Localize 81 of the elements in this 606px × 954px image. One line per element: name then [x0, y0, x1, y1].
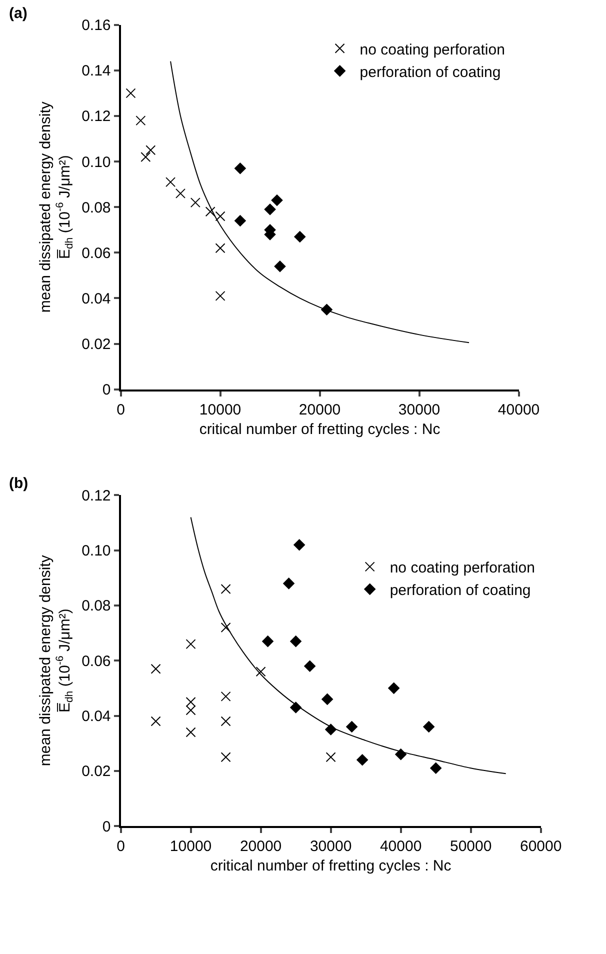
x-tick-label: 10000	[170, 838, 212, 855]
x-tick-label: 0	[116, 838, 125, 855]
point	[264, 204, 276, 216]
point	[321, 304, 332, 316]
point	[220, 691, 231, 702]
y-tick-label: 0.04	[82, 708, 111, 725]
y-tick-label: 0.04	[82, 290, 111, 308]
y-tick-label: 0.08	[82, 199, 111, 216]
y-tick-label: 0.14	[82, 62, 111, 80]
point	[234, 215, 246, 226]
legend-label: no coating perforation	[360, 41, 505, 58]
point	[395, 748, 407, 760]
point	[205, 206, 216, 217]
point	[271, 194, 283, 206]
y-tick-label: 0.12	[82, 108, 111, 126]
point	[256, 666, 266, 677]
x-tick-label: 40000	[380, 838, 422, 855]
point	[304, 660, 316, 672]
y-tick-label: 0.06	[82, 244, 111, 262]
y-tick-label: 0.02	[82, 336, 111, 354]
text: (b)	[9, 475, 28, 492]
point	[175, 188, 186, 198]
point	[146, 145, 156, 156]
y-tick-label: 0.02	[82, 763, 111, 780]
x-tick-label: 50000	[450, 838, 492, 855]
point	[220, 716, 231, 726]
point	[136, 116, 146, 126]
point	[215, 211, 226, 222]
y-tick-label: 0	[102, 382, 111, 399]
point	[423, 721, 435, 732]
point	[215, 243, 226, 254]
x-tick-label: 20000	[240, 838, 282, 855]
y-tick-label: 0.12	[82, 487, 111, 504]
x-tick-label: 60000	[520, 838, 562, 855]
point	[150, 716, 161, 726]
x-tick-label: 30000	[310, 838, 352, 855]
point	[274, 260, 286, 272]
point	[220, 584, 231, 594]
x-tick-label: 40000	[498, 401, 540, 418]
point	[326, 752, 336, 762]
x-axis-title: critical number of fretting cycles : Nc	[199, 420, 441, 438]
point	[140, 152, 151, 162]
point	[186, 705, 196, 716]
x-tick-label: 10000	[199, 401, 242, 418]
y-tick-label: 0.06	[82, 652, 111, 670]
point	[186, 727, 196, 738]
point	[190, 198, 200, 208]
point	[283, 578, 295, 590]
point	[186, 639, 196, 650]
point	[325, 724, 337, 736]
point	[322, 694, 334, 705]
point	[220, 622, 231, 633]
point	[290, 702, 302, 714]
point	[215, 290, 226, 301]
y-tick-label: 0.16	[82, 17, 111, 34]
point	[234, 162, 246, 174]
point	[290, 636, 302, 648]
point	[262, 636, 274, 648]
x-tick-label: 30000	[398, 401, 440, 418]
point	[430, 762, 442, 774]
legend-label: no coating perforation	[390, 560, 535, 577]
x-tick-label: 20000	[298, 401, 341, 418]
point	[166, 177, 176, 188]
text: (a)	[9, 5, 28, 22]
legend-label: perforation of coating	[360, 64, 501, 81]
y-tick-label: 0.10	[82, 154, 111, 171]
y-tick-label: 0	[102, 818, 111, 836]
legend-label: perforation of coating	[390, 582, 531, 600]
y-tick-label: 0.10	[82, 542, 111, 560]
point	[388, 682, 400, 694]
x-tick-label: 0	[116, 401, 125, 418]
point	[356, 754, 368, 766]
point	[126, 88, 136, 98]
point	[294, 231, 306, 242]
point	[346, 721, 358, 732]
x-axis-title: critical number of fretting cycles : Nc	[210, 858, 452, 874]
point	[294, 539, 306, 551]
y-tick-label: 0.08	[82, 598, 111, 615]
point	[220, 752, 231, 762]
point	[150, 664, 161, 674]
point	[186, 696, 196, 707]
